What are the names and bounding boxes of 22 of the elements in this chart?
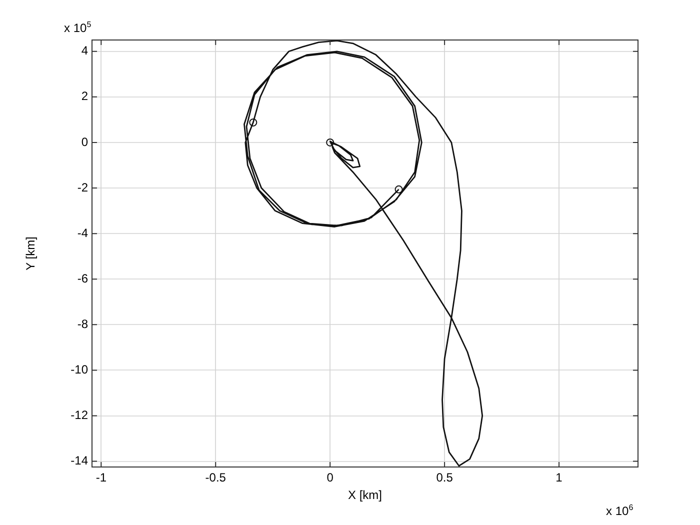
point <box>394 185 403 194</box>
x-tick-label: 0 <box>326 470 334 485</box>
x-tick-label: 1 <box>556 470 563 485</box>
y-tick-label: -6 <box>77 271 88 286</box>
x-tick-label: -1 <box>96 470 107 485</box>
point <box>249 118 258 126</box>
y-tick-label: -8 <box>77 316 88 331</box>
x-tick-label: 0.5 <box>436 470 454 485</box>
text: x 10$^{5}$ <box>64 20 92 35</box>
y-tick-label: -4 <box>77 226 88 240</box>
y-tick-label: -10 <box>70 362 88 377</box>
x-axis-title: X [km] <box>348 488 382 502</box>
text: x 10$^{6}$ <box>606 503 634 518</box>
y-tick-label: 0 <box>81 134 88 149</box>
y-tick-label: -14 <box>70 454 88 468</box>
y-tick-label: 4 <box>81 44 88 58</box>
y-tick-label: 2 <box>81 89 88 104</box>
y-tick-label: -12 <box>70 408 88 422</box>
x-tick-label: -0.5 <box>205 470 226 485</box>
point <box>326 138 334 146</box>
y-tick-label: -2 <box>77 180 88 194</box>
y-axis-title: Y [km] <box>24 236 38 270</box>
